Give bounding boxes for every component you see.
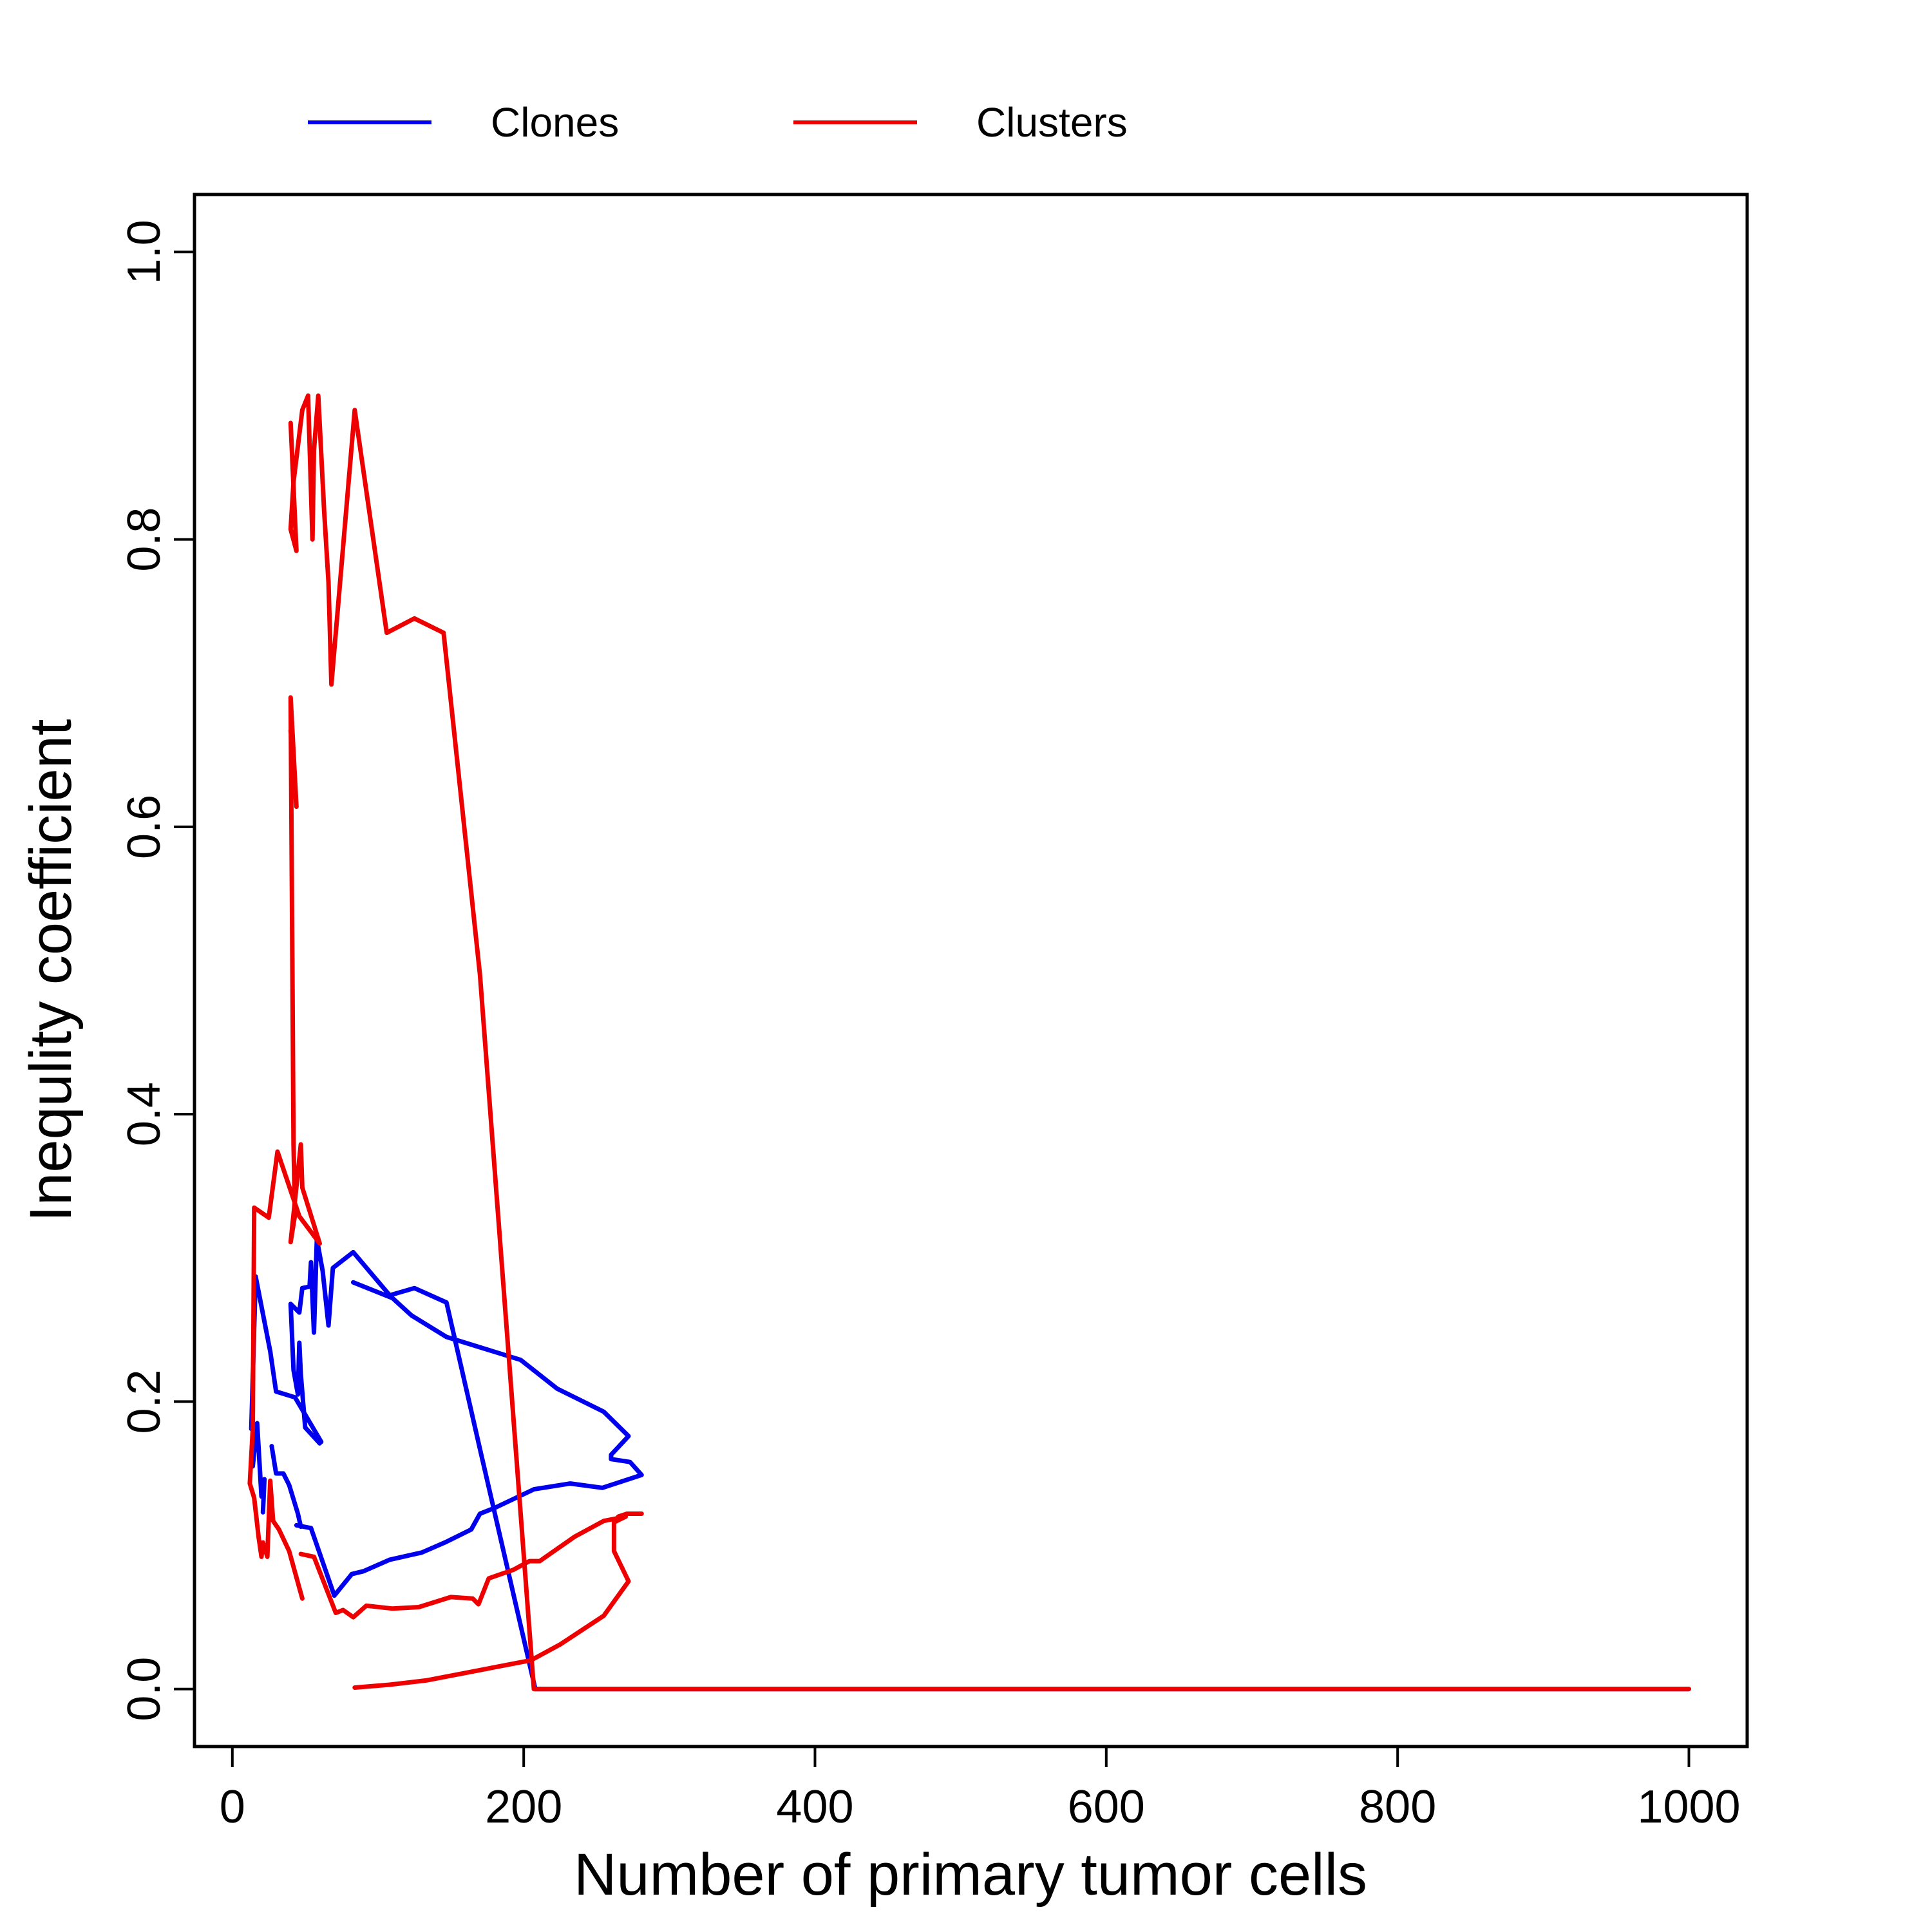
x-tick-label: 1000 — [1637, 1781, 1740, 1833]
x-tick-label: 400 — [776, 1781, 853, 1833]
y-tick-label: 0.8 — [118, 507, 170, 572]
series-line-clusters-8 — [616, 1511, 644, 1519]
series-line-clones-1 — [294, 1280, 644, 1598]
y-axis: 0.0 0.2 0.4 0.6 0.8 1.0 — [118, 220, 196, 1721]
y-tick-label: 0.2 — [118, 1369, 170, 1434]
series-line-clones-0 — [288, 1236, 1691, 1692]
y-tick-label: 0.6 — [118, 795, 170, 859]
x-axis: 0 200 400 600 800 1000 — [220, 1745, 1741, 1833]
series-line-clusters-7 — [298, 1514, 631, 1690]
y-tick-label: 1.0 — [118, 220, 170, 284]
legend-label-clusters: Clusters — [976, 99, 1128, 146]
series-line-clusters-6 — [247, 695, 322, 1601]
x-tick-label: 800 — [1359, 1781, 1436, 1833]
series-line-clusters-5 — [288, 393, 1691, 1692]
series-layer — [247, 393, 1691, 1692]
y-tick-label: 0.4 — [118, 1082, 170, 1146]
series-line-clones-3 — [251, 1421, 267, 1515]
x-tick-label: 0 — [220, 1781, 245, 1833]
y-axis-title: Inequlity coefficient — [18, 719, 84, 1222]
y-tick-label: 0.0 — [118, 1657, 170, 1721]
legend-label-clones: Clones — [491, 99, 619, 146]
series-line-clones-4 — [269, 1444, 303, 1530]
x-tick-label: 600 — [1068, 1781, 1145, 1833]
x-axis-title: Number of primary tumor cells — [574, 1842, 1367, 1908]
legend: Clones Clusters — [308, 99, 1128, 146]
x-tick-label: 200 — [485, 1781, 562, 1833]
